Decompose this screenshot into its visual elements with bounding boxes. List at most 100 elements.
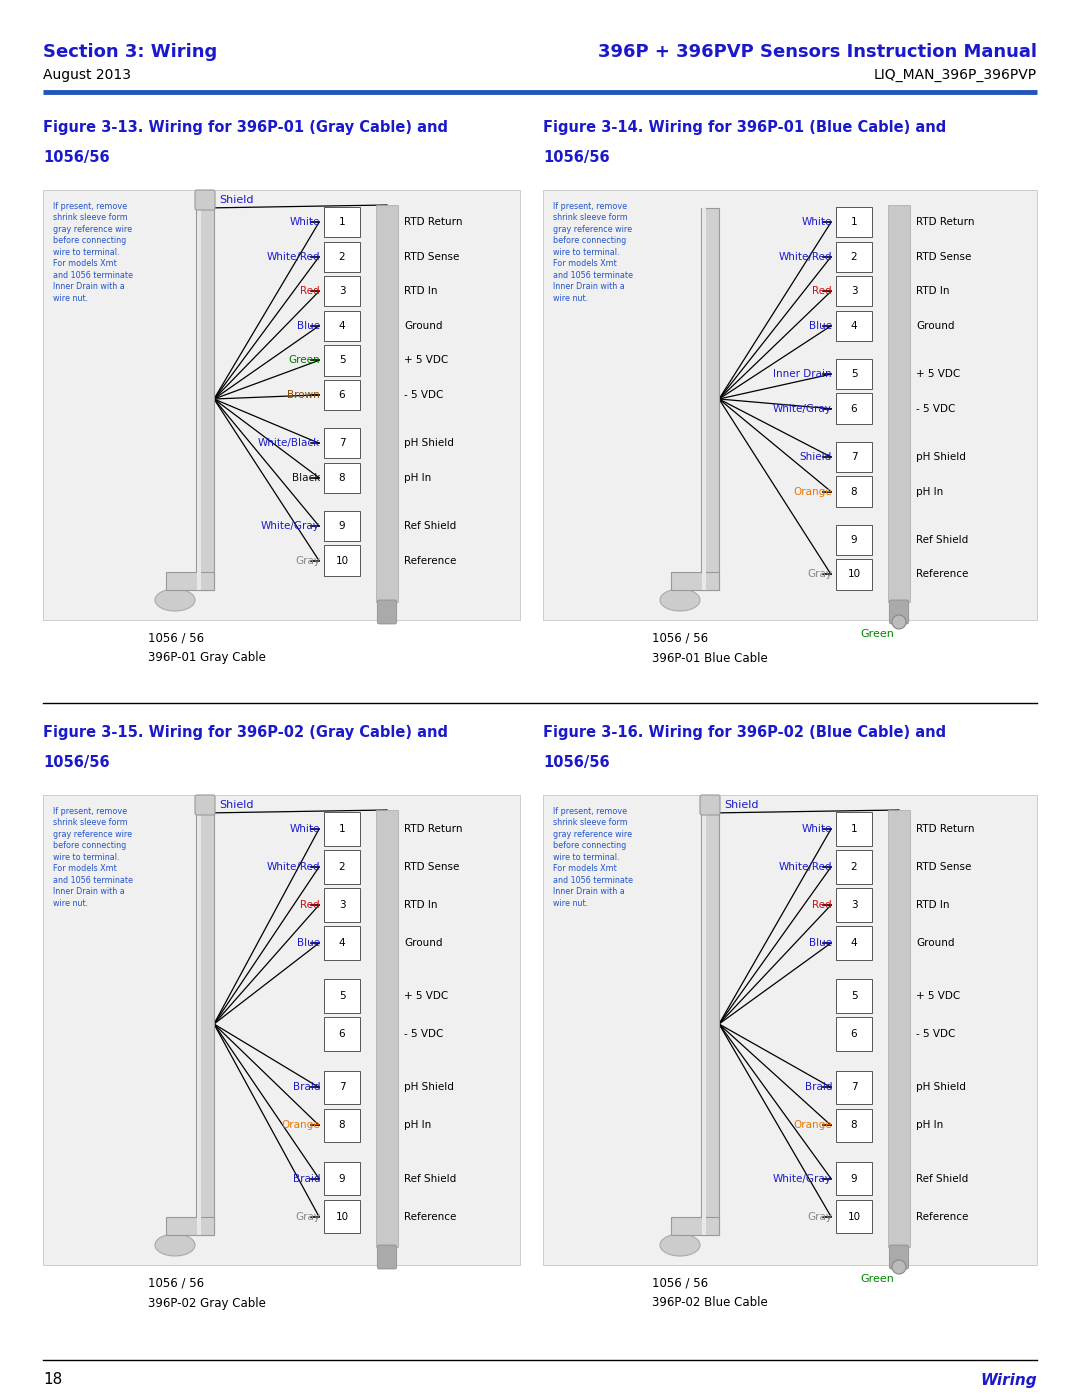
Text: Shield: Shield	[724, 800, 758, 810]
Text: pH In: pH In	[404, 472, 431, 483]
Text: Gray: Gray	[807, 570, 832, 580]
Bar	[324, 1200, 360, 1234]
Text: 7: 7	[851, 453, 858, 462]
Bar	[324, 1109, 360, 1143]
Bar	[836, 277, 872, 306]
Text: + 5 VDC: + 5 VDC	[404, 355, 448, 366]
Text: 396P-02 Gray Cable: 396P-02 Gray Cable	[148, 1296, 266, 1309]
Bar	[836, 1017, 872, 1051]
Text: Braid: Braid	[293, 1083, 320, 1092]
Text: 10: 10	[848, 570, 861, 580]
Text: Ground: Ground	[404, 937, 443, 949]
Text: 396P-01 Gray Cable: 396P-01 Gray Cable	[148, 651, 266, 665]
Text: 8: 8	[851, 1120, 858, 1130]
FancyBboxPatch shape	[195, 190, 215, 210]
Text: 8: 8	[339, 1120, 346, 1130]
Text: 9: 9	[339, 521, 346, 531]
Text: If present, remove
shrink sleeve form
gray reference wire
before connecting
wire: If present, remove shrink sleeve form gr…	[53, 807, 133, 908]
Bar	[324, 277, 360, 306]
Text: pH Shield: pH Shield	[404, 1083, 454, 1092]
Ellipse shape	[660, 590, 700, 610]
FancyBboxPatch shape	[671, 571, 719, 590]
Bar	[702, 208, 706, 590]
Bar	[836, 888, 872, 922]
Text: White: White	[801, 218, 832, 228]
Text: + 5 VDC: + 5 VDC	[404, 992, 448, 1002]
Text: White/Gray: White/Gray	[773, 1173, 832, 1183]
FancyBboxPatch shape	[701, 813, 719, 1235]
Text: 9: 9	[851, 1173, 858, 1183]
Text: August 2013: August 2013	[43, 68, 131, 82]
Bar	[836, 525, 872, 555]
Text: 1056 / 56: 1056 / 56	[148, 1277, 204, 1289]
FancyBboxPatch shape	[377, 1245, 396, 1268]
Text: RTD In: RTD In	[404, 900, 437, 909]
Text: 8: 8	[851, 486, 858, 496]
Text: 4: 4	[851, 321, 858, 331]
FancyBboxPatch shape	[195, 208, 214, 590]
Text: RTD Return: RTD Return	[916, 218, 974, 228]
Text: 1056 / 56: 1056 / 56	[148, 631, 204, 644]
Text: pH Shield: pH Shield	[916, 1083, 966, 1092]
Bar	[836, 559, 872, 590]
Text: 1: 1	[851, 824, 858, 834]
Text: pH Shield: pH Shield	[404, 439, 454, 448]
Text: Blue: Blue	[809, 321, 832, 331]
Bar	[836, 207, 872, 237]
Text: 8: 8	[339, 472, 346, 483]
Bar	[324, 462, 360, 493]
Text: White/Red: White/Red	[779, 862, 832, 872]
Text: 7: 7	[851, 1083, 858, 1092]
Bar	[836, 979, 872, 1013]
Text: Gray: Gray	[295, 556, 320, 566]
Text: Reference: Reference	[916, 570, 969, 580]
Text: pH In: pH In	[916, 486, 943, 496]
Text: 2: 2	[339, 251, 346, 261]
FancyBboxPatch shape	[889, 599, 908, 624]
Text: If present, remove
shrink sleeve form
gray reference wire
before connecting
wire: If present, remove shrink sleeve form gr…	[553, 203, 633, 303]
Bar	[324, 926, 360, 960]
Bar	[836, 394, 872, 423]
Bar	[888, 205, 910, 602]
FancyBboxPatch shape	[166, 1217, 214, 1235]
Text: 1056/56: 1056/56	[543, 754, 609, 770]
Text: Gray: Gray	[295, 1211, 320, 1221]
Text: Black: Black	[292, 472, 320, 483]
Text: Red: Red	[812, 900, 832, 909]
Text: 7: 7	[339, 1083, 346, 1092]
Bar	[324, 979, 360, 1013]
Bar	[836, 476, 872, 507]
Bar	[543, 795, 1037, 1266]
Bar	[324, 1162, 360, 1196]
Text: RTD Sense: RTD Sense	[404, 862, 459, 872]
Text: - 5 VDC: - 5 VDC	[404, 390, 444, 400]
Text: White/Red: White/Red	[267, 862, 320, 872]
Text: Orange: Orange	[794, 1120, 832, 1130]
Text: LIQ_MAN_396P_396PVP: LIQ_MAN_396P_396PVP	[874, 68, 1037, 82]
Text: 10: 10	[336, 556, 349, 566]
Bar	[197, 813, 201, 1235]
Text: Blue: Blue	[297, 937, 320, 949]
Bar	[836, 242, 872, 272]
Text: 6: 6	[851, 404, 858, 414]
Text: Orange: Orange	[282, 1120, 320, 1130]
Text: RTD In: RTD In	[404, 286, 437, 296]
Bar	[324, 511, 360, 541]
Bar	[324, 310, 360, 341]
Text: RTD Return: RTD Return	[404, 218, 462, 228]
FancyBboxPatch shape	[195, 813, 214, 1235]
Text: Brown: Brown	[287, 390, 320, 400]
Text: - 5 VDC: - 5 VDC	[404, 1030, 444, 1039]
Text: 396P + 396PVP Sensors Instruction Manual: 396P + 396PVP Sensors Instruction Manual	[598, 43, 1037, 61]
Bar	[836, 812, 872, 845]
Text: Inner Drain: Inner Drain	[773, 369, 832, 379]
Text: 396P-02 Blue Cable: 396P-02 Blue Cable	[651, 1296, 768, 1309]
Text: - 5 VDC: - 5 VDC	[916, 1030, 956, 1039]
Text: 4: 4	[339, 321, 346, 331]
Text: pH In: pH In	[404, 1120, 431, 1130]
Text: 2: 2	[851, 862, 858, 872]
Text: Orange: Orange	[794, 486, 832, 496]
Text: 3: 3	[851, 900, 858, 909]
Text: 10: 10	[336, 1211, 349, 1221]
Bar	[324, 812, 360, 845]
